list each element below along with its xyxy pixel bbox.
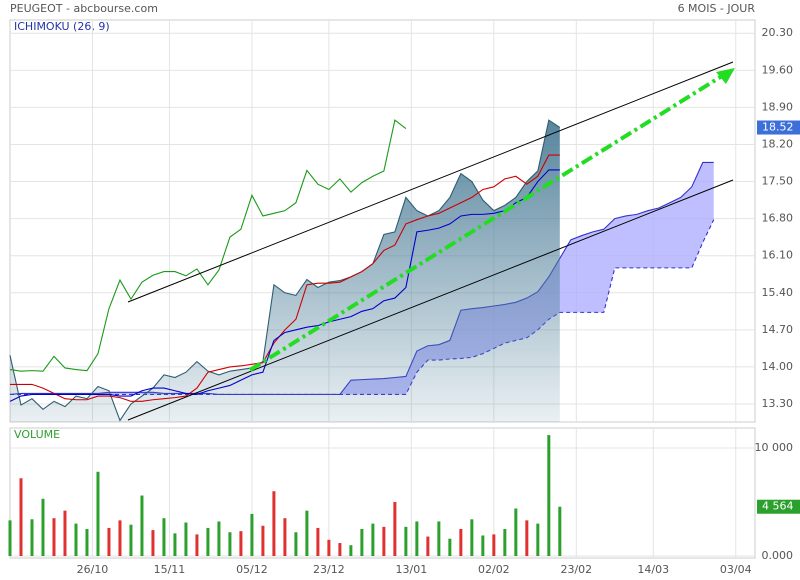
volume-bar [547,435,551,556]
volume-bar [173,533,177,556]
volume-bar [294,532,298,556]
series-line [9,119,407,372]
volume-bar [184,522,188,556]
last-volume-box [757,499,800,514]
volume-bar [404,526,408,556]
x-tick-label: 14/03 [637,563,669,576]
arrow-head [716,68,735,84]
channel-upper [127,61,734,303]
y-tick-label: 19.60 [762,63,794,76]
y-tick-label: 10 000 [755,441,794,454]
last-volume-label: 4 564 [762,500,794,513]
series-line [9,169,560,402]
series-line [10,154,560,402]
volume-bar [492,534,496,556]
channel-lower [127,179,734,421]
y-tick-label: 13.30 [762,397,794,410]
y-tick-label: 14.70 [762,323,794,336]
volume-bar [206,527,210,556]
volume-bar [415,521,419,556]
volume-bar [327,539,331,556]
header-period: 6 MOIS - JOUR [678,2,756,15]
y-tick-label: 18.90 [762,100,794,113]
volume-bar [8,520,12,556]
volume-bar [382,526,386,556]
y-tick-label: 16.80 [762,212,794,225]
volume-bar [250,513,254,556]
close-area [10,120,560,422]
volume-bar [393,502,397,556]
volume-bar [338,543,342,556]
volume-bar [371,523,375,556]
volume-bar [63,510,67,556]
volume-bar [448,538,452,556]
volume-bar [459,529,463,556]
volume-bar [437,521,441,556]
x-tick-label: 26/10 [77,563,109,576]
volume-bar [162,518,166,556]
volume-bar [107,527,111,556]
trend-arrow [248,74,724,372]
volume-bar [140,495,144,556]
y-tick-label: 14.00 [762,360,794,373]
y-tick-label: 18.20 [762,137,794,150]
x-tick-label: 23/12 [313,563,345,576]
volume-bar [360,529,364,556]
volume-bar [470,519,474,556]
x-tick-label: 13/01 [396,563,428,576]
y-tick-label: 16.10 [762,249,794,262]
last-value-label: 18.52 [762,121,794,134]
x-tick-label: 02/02 [478,563,510,576]
volume-bar [503,529,507,556]
volume-bar [481,535,485,556]
plot-layer: 26/10 15/11 05/12 23/12 13/01 02/02 23/02 14/03… [8,20,800,576]
volume-bar [19,478,23,556]
volume-bar [525,520,529,556]
volume-bar [228,532,232,556]
indicator-title: ICHIMOKU (26, 9) [14,20,110,33]
volume-bar [52,518,56,556]
volume-bar [283,518,287,556]
volume-title: VOLUME [14,428,60,441]
volume-bar [305,510,309,556]
volume-bar [41,498,45,556]
volume-bar [195,534,199,556]
volume-bar [272,491,276,556]
volume-bar [217,521,221,556]
volume-bar [426,536,430,556]
y-tick-label: 0.000 [762,549,794,562]
y-tick-label: 20.30 [762,26,794,39]
volume-bar [96,471,100,556]
x-tick-label: 05/12 [236,563,268,576]
volume-bar [349,545,353,556]
volume-bar [239,531,243,556]
x-tick-label: 03/04 [720,563,752,576]
volume-bar [316,527,320,556]
series-line [9,119,561,422]
volume-bar [129,524,133,556]
volume-bar [261,525,265,556]
y-tick-label: 15.40 [762,286,794,299]
header-title: PEUGEOT - abcbourse.com [10,2,158,15]
x-tick-label: 23/02 [560,563,592,576]
volume-bar [30,519,34,556]
last-value-box [757,120,800,135]
volume-bar [514,508,518,556]
y-tick-label: 17.50 [762,175,794,188]
cloud-fill [10,162,714,395]
volume-bar [118,520,122,556]
x-tick-label: 15/11 [154,563,186,576]
volume-bar [536,523,540,556]
volume-bar [85,529,89,556]
volume-bar [74,523,78,556]
volume-bar [151,530,155,556]
volume-bar [558,506,562,556]
